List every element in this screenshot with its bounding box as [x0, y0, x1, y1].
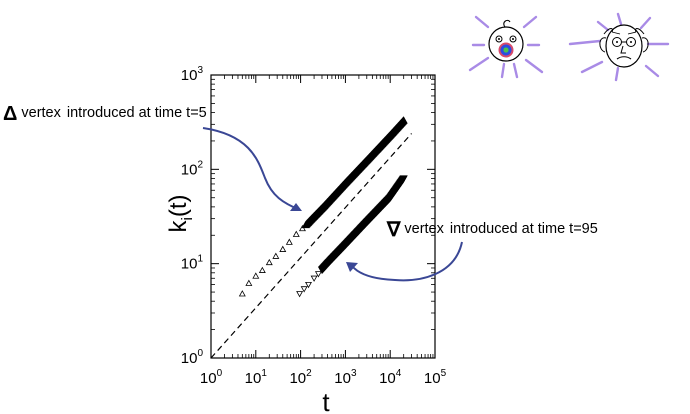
- upper-annotation-arrow: [202, 127, 301, 211]
- plot-frame: [210, 74, 436, 359]
- upper-annotation-text: introduced at time t=5: [66, 105, 207, 121]
- y-tick-label: 103: [181, 65, 204, 84]
- data-point-series-1: [285, 238, 293, 245]
- data-point-series-1: [252, 272, 260, 279]
- x-tick-label: 101: [245, 368, 268, 387]
- lower-annotation-word: vertex: [404, 221, 444, 237]
- data-point-series-1: [272, 252, 280, 259]
- data-point-series-1: [298, 224, 306, 232]
- y-axis-label: ki(t): [165, 195, 196, 233]
- y-tick-label: 102: [181, 159, 204, 178]
- x-axis-label: t: [322, 387, 330, 414]
- data-point-series-1: [399, 116, 408, 124]
- up-triangle-symbol: Δ: [3, 103, 18, 125]
- x-tick-label: 104: [379, 368, 402, 387]
- data-point-series-1: [292, 230, 300, 237]
- x-tick-label: 105: [424, 368, 447, 387]
- data-point-series-2: [310, 275, 318, 282]
- data-point-series-2: [305, 281, 312, 289]
- upper-arrow-head: [290, 203, 302, 211]
- lower-annotation-text: introduced at time t=95: [449, 221, 598, 237]
- data-point-series-2: [314, 271, 322, 278]
- lower-annotation: ∇ vertex introduced at time t=95: [387, 220, 598, 240]
- y-tick-label: 101: [181, 254, 204, 273]
- baby-face-icon: [468, 15, 544, 79]
- data-point-series-1: [245, 279, 253, 286]
- data-point-series-2: [296, 291, 304, 298]
- lower-annotation-arrow: [351, 241, 463, 282]
- data-point-series-1: [238, 290, 246, 297]
- reference-line: [210, 133, 413, 359]
- y-tick-label: 100: [181, 348, 204, 367]
- upper-annotation-word: vertex: [21, 105, 61, 121]
- x-tick-label: 103: [334, 368, 357, 387]
- data-point-series-2: [300, 286, 308, 293]
- data-point-series-2: [399, 175, 408, 183]
- down-triangle-symbol: ∇: [387, 219, 401, 241]
- data-point-series-1: [279, 245, 287, 252]
- lower-arrow-head: [346, 262, 358, 272]
- data-point-series-1: [265, 258, 273, 266]
- x-tick-label: 100: [200, 368, 223, 387]
- data-point-series-1: [258, 266, 266, 273]
- x-tick-label: 102: [289, 368, 312, 387]
- old-man-face-icon: [568, 12, 670, 82]
